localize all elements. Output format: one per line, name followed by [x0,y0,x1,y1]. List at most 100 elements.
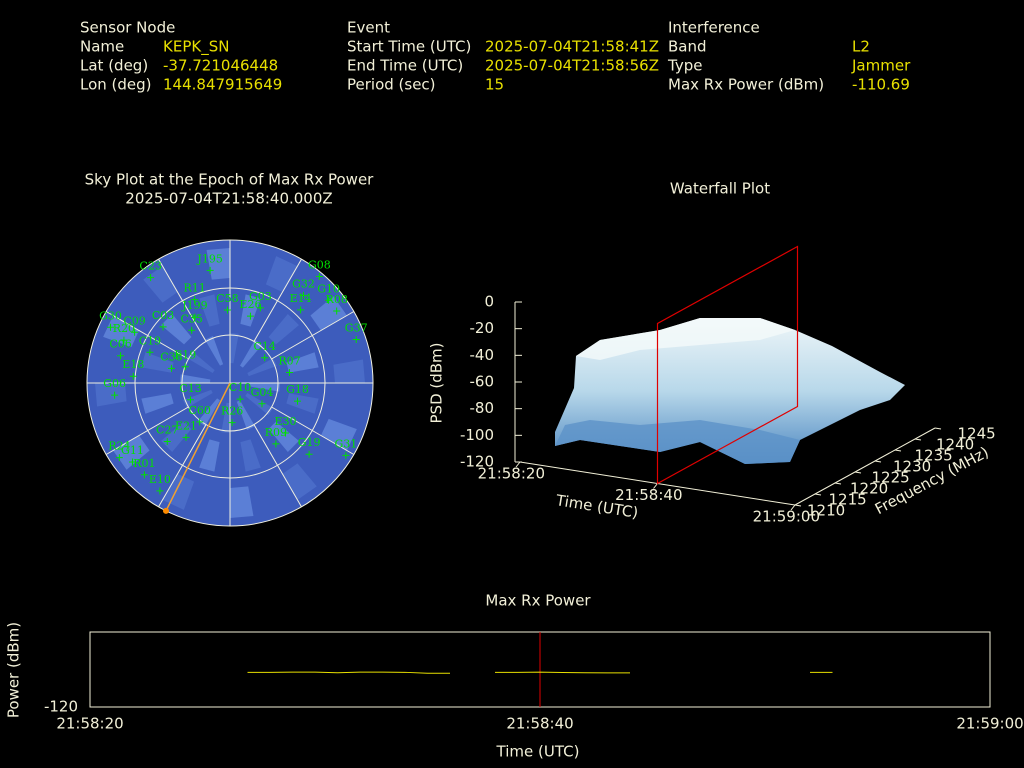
sky-patch [103,315,140,348]
z-tick-label: -80 [470,399,495,417]
y-tick [934,427,942,430]
satellite [196,418,204,426]
sky-spoke [253,424,302,508]
satellite [236,395,244,403]
sky-patch [199,439,220,472]
satellite [261,354,269,362]
satellite [129,372,137,380]
satellite-label: R09 [265,426,287,439]
field-value: 15 [485,76,504,94]
sky-patch [230,333,239,364]
satellite [294,397,302,405]
satellite [281,429,289,437]
y-tick-label: -120 [44,698,78,716]
sky-patch [141,352,174,373]
satellite [188,326,196,334]
satellite [315,272,323,280]
sky-patch [205,336,224,366]
sky-patch [143,266,178,303]
field-value: KEPK_SN [163,38,229,57]
satellite [156,487,164,495]
satellite-label: R26 [221,405,243,418]
sky-patch [141,393,174,414]
sky-title: Sky Plot at the Epoch of Max Rx Power [85,171,375,189]
z-tick-label: -60 [470,373,495,391]
y-tick [814,493,822,496]
field-label: End Time (UTC) [347,57,463,75]
satellite-label: G10 [317,282,340,295]
satellite-label: R24 [108,440,130,453]
header: Sensor Node Event Interference [80,19,760,37]
satellite [272,440,280,448]
satellite-label: G37 [345,322,368,335]
satellite [191,296,199,304]
x-tick-label: 21:59:00 [956,715,1023,733]
satellite-label: E21 [175,419,197,432]
sky-patch [249,383,280,392]
sky-patch [265,256,298,293]
section-title: Sensor Node [80,19,175,37]
sky-spoke [105,406,189,455]
satellite [167,364,175,372]
sky-spoke [158,258,207,342]
z-tick-label: 0 [484,293,494,311]
sky-patch [286,352,319,373]
sky-patch [333,359,365,383]
y-tick-label: 1245 [958,425,996,443]
sky-patch [221,402,230,433]
y-tick [874,460,882,463]
satellite-label: R08 [326,293,348,306]
satellite-label: G30 [99,309,122,322]
satellite-label: C58 [216,292,238,305]
satellite-label: C19 [139,334,161,347]
sky-patch [247,358,277,377]
sky-patch [186,350,215,373]
y-tick-label: 1215 [829,491,867,509]
sky-patch [240,294,261,327]
sky-patch [236,400,255,430]
y-tick-label: 1230 [893,458,931,476]
waterfall-title: Waterfall Plot [670,180,770,198]
satellite-label: G03 [249,290,272,303]
satellite [140,471,148,479]
waterfall-surface [555,318,905,464]
satellite-label: C38 [160,350,182,363]
satellite [147,274,155,282]
satellite [159,323,167,331]
sky-patch [206,248,230,280]
satellite-label: R11 [183,282,205,295]
sky-patch [113,435,150,470]
satellite [120,336,128,344]
satellite-label: G06 [103,377,126,390]
sky-patch [95,383,127,407]
sky-patch [230,486,254,518]
sky-patch [268,421,299,452]
satellite [128,458,136,466]
field-value: -37.721046448 [163,57,278,75]
power-line [247,671,450,674]
field-value: 2025-07-04T21:58:41Z [485,38,659,56]
x-tick-label: 21:58:20 [478,465,545,483]
power-y-label: Power (dBm) [5,622,23,718]
satellite-label: G08 [308,258,331,271]
y-tick-label: 1240 [936,436,974,454]
sky-patch [161,314,192,345]
field-value: L2 [852,38,870,56]
x-tick-label: 21:59:00 [753,508,820,526]
satellite [228,419,236,427]
sky-spoke [105,311,189,360]
satellite-label: R01 [133,457,155,470]
field-label: Lon (deg) [80,76,152,94]
satellite [206,266,214,274]
sky-patch [310,296,347,331]
z-axis-label: PSD (dBm) [428,342,446,423]
x-tick-label: 21:58:20 [56,715,123,733]
satellite-label: C23 [139,260,161,273]
satellite [246,312,254,320]
y-tick [794,504,802,507]
satellite [115,454,123,462]
satellite [325,296,333,304]
satellite [182,433,190,441]
field-value: 2025-07-04T21:58:56Z [485,57,659,75]
